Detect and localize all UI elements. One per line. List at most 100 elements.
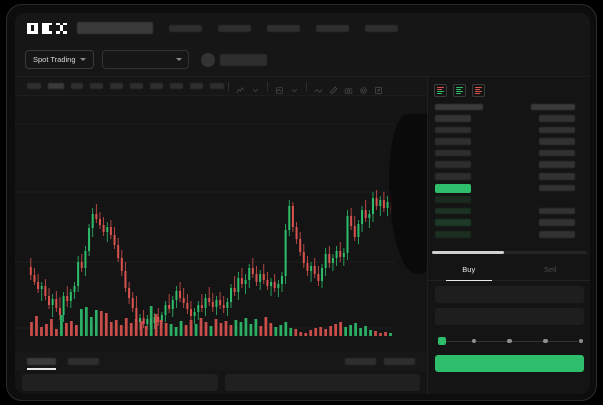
order-book-price	[435, 115, 471, 122]
slider-step-dot[interactable]	[543, 338, 548, 343]
order-book-amount	[539, 149, 575, 157]
order-book-price	[435, 126, 471, 134]
chart-toolbar	[15, 77, 427, 96]
timeframe-button-8[interactable]	[170, 83, 183, 89]
order-book-row[interactable]	[428, 217, 590, 229]
order-book-row[interactable]	[428, 229, 590, 241]
trading-app-screen: Spot Trading	[15, 13, 590, 394]
timeframe-button-10[interactable]	[210, 83, 224, 89]
line-style-icon[interactable]	[314, 82, 323, 92]
order-book-row[interactable]	[428, 194, 590, 206]
order-book-current-price-row[interactable]	[428, 182, 590, 194]
okx-logo[interactable]	[27, 22, 67, 34]
gear-icon[interactable]	[359, 82, 368, 94]
device-frame: Spot Trading	[6, 4, 597, 401]
compare-icon[interactable]	[275, 82, 284, 94]
slider-step-dot[interactable]	[578, 338, 584, 343]
timeframe-button-2[interactable]	[48, 83, 64, 89]
order-book-rows[interactable]	[428, 101, 590, 240]
nav-item-2[interactable]	[218, 24, 251, 32]
order-book-amount	[539, 231, 575, 238]
tab-sell[interactable]: Sell	[543, 265, 557, 274]
toolbar-divider	[267, 81, 268, 91]
orderbook-icon-line	[456, 91, 463, 92]
trading-mode-label: Spot Trading	[33, 55, 76, 64]
order-book-row[interactable]	[428, 205, 590, 217]
order-book-price	[435, 103, 483, 110]
orderbook-icon-line	[475, 91, 482, 92]
orderbook-asks-icon[interactable]	[472, 84, 485, 97]
chevron-down-icon	[79, 58, 86, 61]
order-book-amount	[539, 126, 575, 134]
order-book-price	[435, 149, 471, 157]
camera-icon[interactable]	[344, 82, 353, 94]
timeframe-button-7[interactable]	[150, 83, 163, 89]
order-book-price	[435, 219, 471, 226]
search-input[interactable]	[77, 22, 153, 34]
tab-buy[interactable]: Buy	[428, 259, 510, 281]
bottom-card-1[interactable]	[22, 374, 218, 391]
orderbook-icon-line	[475, 93, 480, 94]
orderbook-bids-icon[interactable]	[453, 84, 466, 97]
order-book-amount	[531, 103, 575, 110]
bottom-action-1[interactable]	[345, 358, 376, 365]
nav-item-5[interactable]	[365, 24, 398, 32]
pair-select[interactable]	[101, 50, 189, 69]
slider-step-dot[interactable]	[507, 338, 512, 343]
order-book-row[interactable]	[428, 147, 590, 159]
chevron-down-icon[interactable]	[290, 82, 299, 92]
order-book-amount	[539, 173, 575, 180]
orderbook-icon-line	[437, 93, 442, 94]
chevron-down-icon[interactable]	[251, 82, 260, 92]
timeframe-button-9[interactable]	[190, 83, 203, 89]
orderbook-icon-line	[456, 89, 461, 90]
pair-name-label	[219, 53, 267, 66]
pencil-icon[interactable]	[329, 82, 338, 94]
order-book-price	[435, 173, 471, 180]
nav-item-1[interactable]	[169, 24, 202, 32]
order-book-scrollbar[interactable]	[432, 251, 587, 254]
nav-item-3[interactable]	[267, 24, 300, 32]
order-book-price	[435, 183, 471, 193]
order-book-row[interactable]	[428, 101, 590, 113]
order-book-price	[435, 138, 471, 145]
orderbook-icon-line	[475, 89, 480, 90]
order-book-row[interactable]	[428, 159, 590, 171]
slider-step-dot[interactable]	[471, 338, 477, 343]
bottom-tab-2[interactable]	[68, 358, 99, 365]
order-book-row[interactable]	[428, 113, 590, 125]
bottom-panel	[15, 371, 427, 394]
amount-input[interactable]	[435, 308, 584, 325]
orderbook-icon-line	[437, 91, 444, 92]
nav-item-4[interactable]	[316, 24, 349, 32]
timeframe-button-4[interactable]	[90, 83, 103, 89]
timeframe-button-1[interactable]	[27, 83, 41, 89]
indicator-icon[interactable]	[236, 82, 245, 93]
candlestick-canvas	[15, 123, 395, 336]
timeframe-button-3[interactable]	[71, 83, 83, 89]
order-book-row[interactable]	[428, 171, 590, 183]
amount-slider[interactable]	[438, 335, 584, 347]
slider-handle[interactable]	[438, 337, 446, 345]
order-book-price	[435, 207, 471, 215]
price-input[interactable]	[435, 286, 584, 303]
bottom-tab-1[interactable]	[27, 358, 56, 365]
order-book-row[interactable]	[428, 136, 590, 148]
bottom-action-2[interactable]	[384, 358, 415, 365]
toolbar-divider	[228, 81, 229, 91]
submit-order-button[interactable]	[435, 355, 584, 372]
trading-mode-select[interactable]: Spot Trading	[25, 50, 94, 69]
orderbook-icon-line	[456, 87, 463, 88]
top-nav	[15, 13, 590, 43]
order-book-amount	[539, 219, 575, 226]
order-book-view-icons	[434, 84, 485, 97]
order-book-row[interactable]	[428, 124, 590, 136]
timeframe-button-5[interactable]	[110, 83, 123, 89]
orderbook-both-icon[interactable]	[434, 84, 447, 97]
bottom-card-2[interactable]	[224, 374, 420, 391]
price-chart[interactable]	[15, 96, 435, 352]
fullscreen-icon[interactable]	[374, 82, 383, 94]
timeframe-button-6[interactable]	[130, 83, 143, 89]
order-book-amount	[539, 138, 575, 145]
order-book-price	[435, 196, 471, 203]
